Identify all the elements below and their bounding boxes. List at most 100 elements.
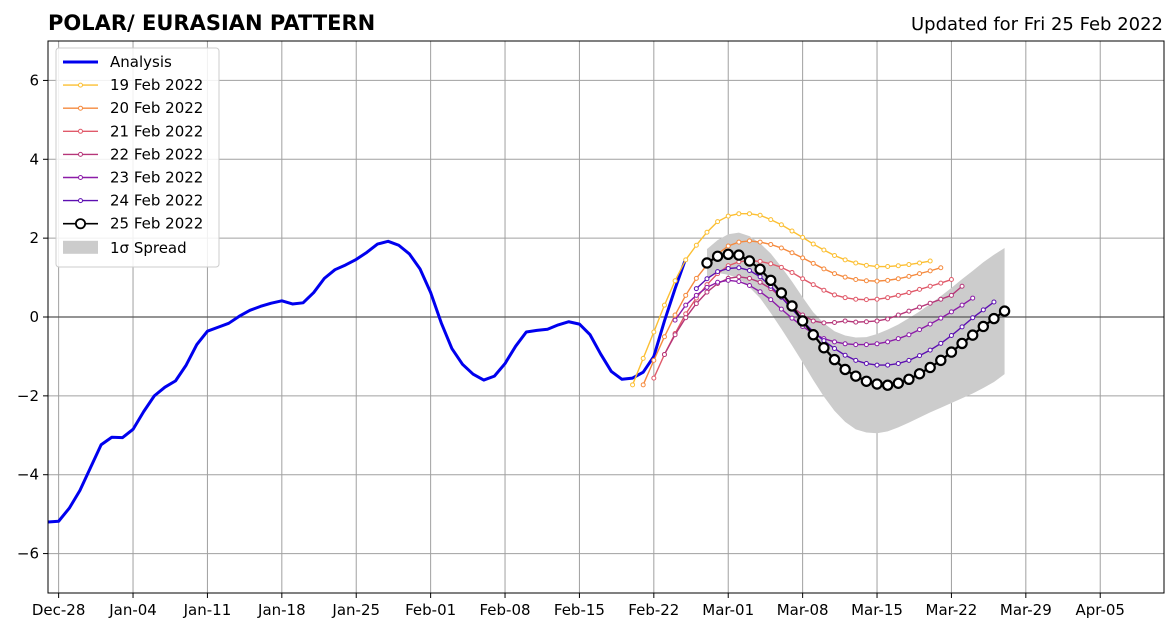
data-point [938,340,944,346]
legend-item: 22 Feb 2022 [63,145,203,163]
data-point [651,329,657,335]
legend-item: 23 Feb 2022 [63,169,203,187]
data-point [927,347,933,353]
y-tick-label: 6 [29,71,39,89]
data-point [860,375,873,387]
legend-marker [78,128,83,134]
data-point [842,295,848,301]
data-point [853,296,859,302]
data-point [906,332,912,338]
data-point [661,351,667,357]
data-point [881,379,894,391]
chart-subtitle: Updated for Fri 25 Feb 2022 [911,14,1163,35]
chart-title: POLAR/ EURASIAN PATTERN [48,11,375,35]
data-point [800,255,806,261]
data-point [863,297,869,303]
legend-swatch [63,240,98,254]
data-point [842,318,848,324]
spread-band [706,232,1005,434]
data-point [701,257,713,269]
data-point [998,305,1011,317]
data-point [640,382,646,388]
data-point [715,269,721,275]
data-point [754,263,766,275]
legend-label: 22 Feb 2022 [110,145,203,163]
data-point [778,222,784,228]
y-tick-label: −4 [17,466,39,484]
legend-label: 25 Feb 2022 [110,215,203,233]
data-point [895,312,901,318]
data-point [903,373,915,385]
legend-label: 23 Feb 2022 [110,169,203,187]
y-tick-label: −6 [17,545,39,563]
x-tick-label: Feb-15 [554,601,605,619]
data-point [810,318,816,324]
x-tick-label: Jan-04 [108,601,157,619]
data-point [746,238,752,244]
data-point [863,319,869,325]
data-point [966,329,979,341]
data-point [796,315,809,327]
data-point [906,262,912,268]
data-point [810,282,816,288]
data-point [863,361,869,367]
data-point [757,258,763,264]
data-point [736,265,742,271]
data-point [778,306,784,312]
data-point [917,271,923,277]
data-point [800,234,806,240]
x-tick-label: Mar-15 [851,601,903,619]
data-point [736,274,742,280]
series-line [47,239,688,524]
data-point [746,267,752,273]
data-point [956,337,968,350]
data-point [948,292,954,298]
data-point [775,287,788,299]
data-point [725,266,731,272]
legend-marker [75,218,87,230]
series-4 [661,274,965,357]
data-point [906,308,912,314]
data-point [832,252,838,258]
data-point [733,249,745,261]
data-point [927,283,933,289]
series-1 [630,211,933,388]
data-point [821,266,827,272]
data-point [874,362,880,368]
data-point [885,339,891,345]
legend-label: 24 Feb 2022 [110,192,203,210]
data-point [630,382,636,388]
data-point [711,250,724,262]
data-point [746,282,752,288]
data-point [945,346,958,358]
data-point [683,302,689,308]
data-point [980,307,986,313]
data-point [842,352,848,358]
data-point [715,219,721,225]
data-point [991,299,997,305]
data-point [874,278,880,284]
data-point [789,250,795,256]
data-point [736,211,742,217]
data-point [768,261,774,267]
data-point [757,274,763,280]
legend-label: 20 Feb 2022 [110,99,203,117]
legend-item: 24 Feb 2022 [63,192,203,210]
data-point [885,295,891,301]
data-point [863,278,869,284]
data-point [672,278,678,284]
axis-layer: Dec-28 Jan-04 Jan-11 Jan-18 Jan-25 Feb-01 Feb-… [17,71,1125,619]
legend-item: 19 Feb 2022 [63,76,203,94]
data-point [832,271,838,277]
data-point [704,289,710,295]
data-point [786,300,798,312]
data-point [746,275,752,281]
data-point [757,212,763,218]
data-point [892,377,904,389]
data-point [715,279,721,285]
data-point [850,370,862,382]
x-tick-label: Jan-25 [331,601,380,619]
data-point [924,361,936,374]
data-point [651,375,657,381]
data-point [895,361,901,367]
